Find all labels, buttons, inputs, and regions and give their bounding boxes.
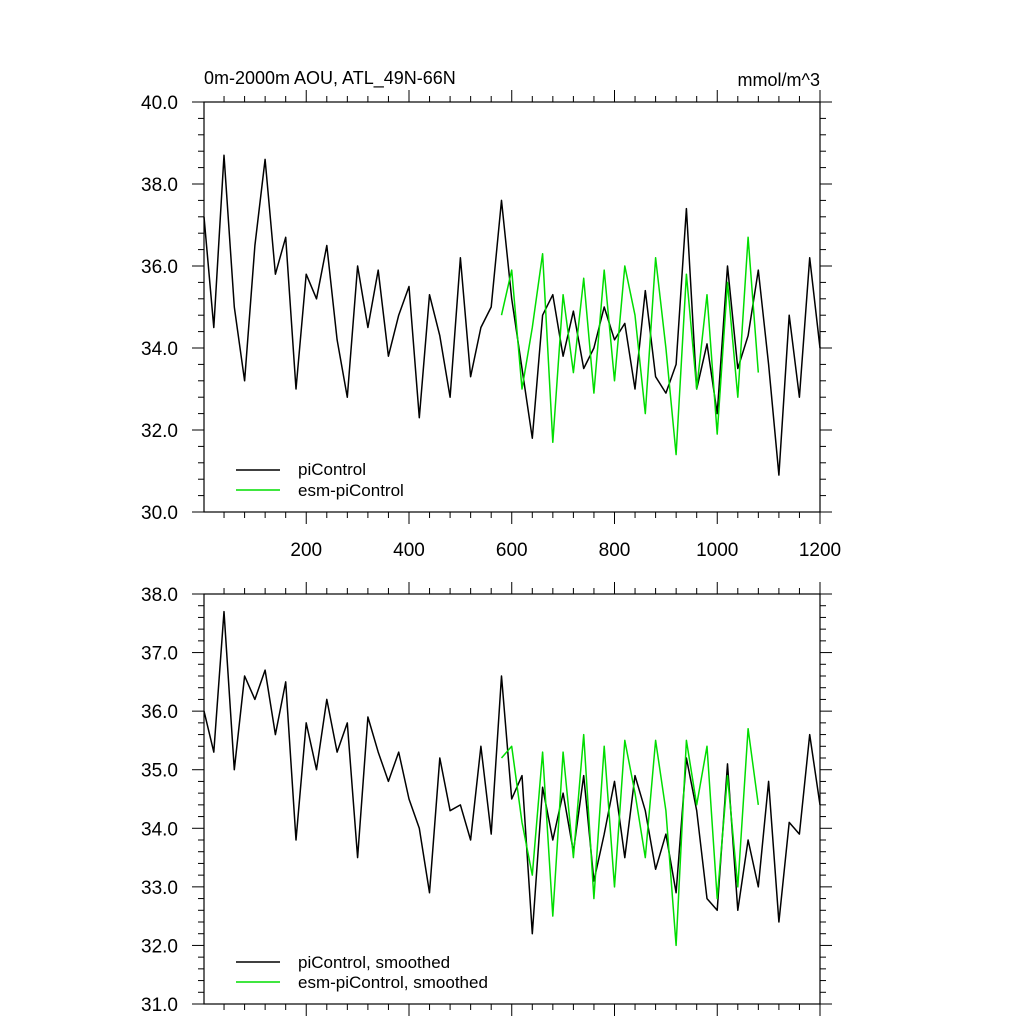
top-panel-x-axis: 200 400 600 800 1000 1200 — [223, 90, 841, 561]
y-tick-label: 35.0 — [141, 761, 178, 782]
legend-label-piControl-smoothed: piControl, smoothed — [298, 953, 450, 972]
y-tick-label: 36.0 — [141, 257, 178, 278]
y-tick-label: 30.0 — [141, 503, 178, 524]
y-tick-label: 40.0 — [141, 93, 178, 114]
legend-label-esm-piControl-smoothed: esm-piControl, smoothed — [298, 973, 488, 992]
top-series-line-piControl — [203, 154, 821, 476]
bottom-series-line-esm-piControl — [500, 727, 760, 947]
top-series-line-esm-piControl — [500, 236, 760, 456]
top-panel-title: 0m-2000m AOU, ATL_49N-66N — [204, 68, 456, 89]
top-panel-y-axis: 30.0 32.0 34.0 36.0 38.0 40.0 — [141, 93, 832, 524]
x-tick-label: 800 — [599, 540, 631, 561]
y-tick-label: 32.0 — [141, 421, 178, 442]
x-tick-label: 200 — [290, 540, 322, 561]
bottom-panel-y-axis: 31.0 32.0 33.0 34.0 35.0 36.0 37.0 38.0 — [141, 585, 832, 1016]
legend-label-esm-piControl: esm-piControl — [298, 481, 404, 500]
y-tick-label: 37.0 — [141, 644, 178, 665]
y-tick-label: 36.0 — [141, 702, 178, 723]
top-panel-legend: piControl esm-piControl — [236, 460, 404, 500]
y-tick-label: 32.0 — [141, 936, 178, 957]
bottom-panel-series — [203, 610, 821, 947]
y-tick-label: 38.0 — [141, 175, 178, 196]
bottom-panel-x-axis — [223, 582, 821, 1016]
x-tick-label: 600 — [496, 540, 528, 561]
x-tick-label: 400 — [393, 540, 425, 561]
x-tick-label: 1200 — [799, 540, 841, 561]
y-tick-label: 33.0 — [141, 878, 178, 899]
x-tick-label: 1000 — [696, 540, 738, 561]
bottom-series-line-piControl — [203, 610, 821, 935]
bottom-panel: 31.0 32.0 33.0 34.0 35.0 36.0 37.0 38.0 piContr… — [141, 582, 832, 1016]
bottom-panel-legend: piControl, smoothed esm-piControl, smoot… — [236, 953, 488, 992]
y-tick-label: 34.0 — [141, 339, 178, 360]
y-tick-label: 31.0 — [141, 995, 178, 1016]
top-panel: 0m-2000m AOU, ATL_49N-66N mmol/m^3 30.03… — [141, 68, 841, 561]
y-tick-label: 34.0 — [141, 819, 178, 840]
top-panel-units: mmol/m^3 — [738, 70, 820, 90]
y-tick-label: 38.0 — [141, 585, 178, 606]
top-panel-series — [203, 154, 821, 476]
legend-label-piControl: piControl — [298, 460, 366, 479]
